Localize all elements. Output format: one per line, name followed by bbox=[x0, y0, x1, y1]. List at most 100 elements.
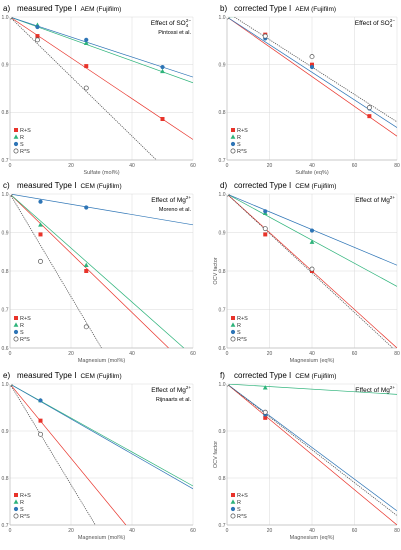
effect-superscript: 2− bbox=[186, 18, 192, 23]
point-r bbox=[83, 262, 89, 268]
x-tick-label: 40 bbox=[129, 528, 135, 534]
trendline-rxs bbox=[233, 17, 397, 123]
point-rxs bbox=[38, 431, 43, 437]
plot-area bbox=[227, 194, 397, 348]
x-axis-label: Magnesium (mol%) bbox=[78, 358, 126, 364]
point-s bbox=[38, 199, 43, 204]
y-axis-label: OCV factor bbox=[213, 257, 219, 284]
point-s bbox=[84, 37, 89, 42]
panel-letter: a) bbox=[3, 4, 10, 13]
panel-letter: f) bbox=[220, 371, 225, 380]
legend-label-rpluss: R+S bbox=[237, 316, 248, 322]
x-tick-label: 20 bbox=[267, 351, 273, 357]
y-axis-label: OCV factor bbox=[0, 441, 2, 468]
effect-label: Effect of Mg2+ bbox=[151, 385, 191, 394]
point-s bbox=[38, 398, 43, 403]
point-rxs bbox=[35, 37, 40, 43]
point-s bbox=[309, 64, 315, 70]
x-tick-label: 60 bbox=[190, 528, 196, 534]
x-tick-label: 0 bbox=[9, 163, 12, 169]
y-tick-label: 0.7 bbox=[2, 523, 9, 529]
legend-marker-rxs bbox=[13, 513, 19, 519]
panel-subtitle: CEM (Fujifilm) bbox=[295, 183, 336, 190]
y-tick-label: 0.9 bbox=[2, 429, 9, 435]
legend-marker-r bbox=[13, 499, 19, 504]
legend-marker-r bbox=[13, 134, 19, 139]
legend-marker-s bbox=[230, 329, 236, 335]
point-s bbox=[263, 209, 268, 214]
point-rxs bbox=[366, 105, 372, 111]
legend-marker-s bbox=[13, 329, 19, 335]
effect-text: Effect of Mg bbox=[151, 197, 186, 204]
point-r bbox=[309, 239, 315, 244]
point-rxs bbox=[10, 384, 13, 387]
x-tick-label: 40 bbox=[309, 163, 315, 169]
legend-label-r: R bbox=[237, 135, 241, 141]
point-rxs bbox=[227, 194, 230, 197]
x-tick-label: 0 bbox=[226, 163, 229, 169]
effect-superscript: 2+ bbox=[186, 195, 192, 200]
y-tick-label: 0.7 bbox=[2, 307, 9, 313]
panel-d: 0 20 40 60 80 0.6 0.7 0.8 0.9 1.0 Magnesium (eq%) O… bbox=[213, 181, 400, 364]
panel-letter: e) bbox=[3, 371, 10, 380]
effect-subscript: 4 bbox=[186, 23, 189, 28]
point-rpluss bbox=[84, 64, 89, 69]
y-tick-label: 0.9 bbox=[2, 62, 9, 68]
effect-text: Effect of Mg bbox=[355, 387, 390, 394]
point-r bbox=[83, 40, 89, 46]
legend-marker-s bbox=[13, 506, 19, 512]
panel-title: corrected Type I bbox=[234, 181, 291, 190]
point-rxs bbox=[38, 258, 43, 264]
point-s bbox=[160, 64, 165, 70]
legend-marker-rpluss bbox=[231, 128, 235, 132]
x-tick-label: 40 bbox=[309, 351, 315, 357]
x-tick-label: 60 bbox=[352, 528, 358, 534]
effect-text: Effect of Mg bbox=[151, 387, 186, 394]
legend-label-r: R bbox=[237, 500, 241, 506]
panel-subtitle: CEM (Fujifilm) bbox=[295, 373, 336, 380]
y-tick-label: 1.0 bbox=[2, 192, 9, 198]
point-rpluss bbox=[35, 34, 40, 39]
x-axis-label: Magnesium (eq%) bbox=[290, 535, 335, 541]
panel-letter: d) bbox=[220, 181, 227, 190]
x-tick-label: 80 bbox=[394, 528, 400, 534]
legend-marker-r bbox=[230, 134, 236, 139]
trendline-rxs bbox=[10, 17, 157, 160]
trendline-rxs bbox=[227, 194, 394, 348]
point-s bbox=[309, 228, 315, 233]
legend-marker-rpluss bbox=[14, 316, 18, 320]
panel-b: 0 20 40 60 80 0.7 0.8 0.9 1.0 Sulfate (eq%) b) corr… bbox=[219, 4, 400, 176]
effect-label: Effect of SO42− bbox=[355, 18, 396, 28]
x-tick-label: 40 bbox=[309, 528, 315, 534]
trendline-s bbox=[10, 194, 193, 226]
legend-marker-rxs bbox=[13, 148, 19, 154]
point-rpluss bbox=[310, 62, 314, 67]
effect-subscript: 4 bbox=[390, 23, 393, 28]
point-rpluss bbox=[263, 415, 268, 420]
y-tick-label: 0.7 bbox=[219, 523, 226, 529]
point-r bbox=[262, 385, 268, 390]
plot-area bbox=[10, 17, 193, 160]
effect-superscript: 2+ bbox=[186, 385, 192, 390]
y-tick-label: 0.8 bbox=[219, 269, 226, 275]
legend-label-s: S bbox=[237, 142, 241, 148]
effect-superscript: 2+ bbox=[390, 385, 396, 390]
panel-letter: c) bbox=[3, 181, 10, 190]
legend-marker-r bbox=[230, 499, 236, 504]
point-rpluss bbox=[38, 418, 43, 423]
legend-label-s: S bbox=[237, 507, 241, 513]
x-tick-label: 0 bbox=[226, 528, 229, 534]
y-axis-label: OCV factor bbox=[213, 441, 219, 468]
legend-label-r: R bbox=[237, 323, 241, 329]
y-tick-label: 0.9 bbox=[219, 230, 226, 236]
panel-letter: b) bbox=[220, 4, 227, 13]
point-rxs bbox=[309, 266, 315, 272]
x-tick-label: 40 bbox=[129, 351, 135, 357]
point-rxs bbox=[10, 194, 13, 197]
point-rpluss bbox=[160, 117, 165, 122]
point-rxs bbox=[262, 409, 268, 415]
legend-marker-rpluss bbox=[231, 493, 235, 497]
legend-label-rxs: R*S bbox=[20, 149, 30, 155]
